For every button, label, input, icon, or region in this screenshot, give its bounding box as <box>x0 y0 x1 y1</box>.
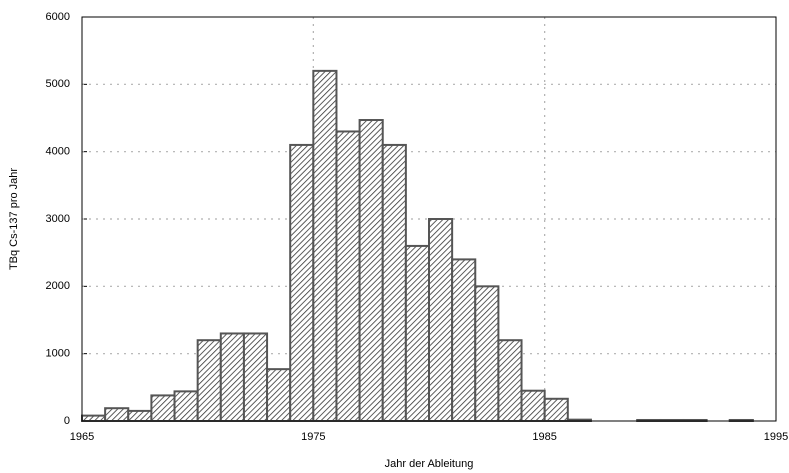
bar <box>127 409 153 422</box>
bar <box>497 339 523 423</box>
bar <box>104 407 130 422</box>
y-tick-label: 4000 <box>46 146 70 158</box>
bar <box>219 332 245 423</box>
bar <box>266 368 292 422</box>
bar <box>451 258 477 422</box>
bar <box>474 285 500 423</box>
x-tick-label: 1985 <box>532 431 556 443</box>
bar <box>173 390 199 422</box>
bar <box>520 389 546 423</box>
bar <box>543 397 569 422</box>
bar <box>242 332 269 423</box>
bar <box>150 394 176 422</box>
bar <box>335 130 361 422</box>
y-tick-label: 2000 <box>46 280 70 292</box>
bar <box>428 218 454 422</box>
y-tick-label: 6000 <box>46 11 70 23</box>
x-axis-label: Jahr der Ableitung <box>385 458 474 470</box>
bar <box>312 69 338 422</box>
x-tick-label: 1975 <box>301 431 325 443</box>
bar <box>358 119 384 423</box>
y-tick-label: 0 <box>64 415 70 427</box>
bar <box>381 143 407 423</box>
bar <box>289 143 315 423</box>
y-tick-label: 3000 <box>46 213 70 225</box>
plot-frame <box>81 16 777 422</box>
x-tick-label: 1995 <box>764 431 788 443</box>
x-tick-label: 1965 <box>70 431 94 443</box>
bar <box>196 339 222 423</box>
y-axis-label: TBq Cs-137 pro Jahr <box>8 168 20 270</box>
bar <box>404 244 431 422</box>
bar <box>81 414 107 423</box>
y-tick-label: 5000 <box>46 78 70 90</box>
y-tick-label: 1000 <box>46 348 70 360</box>
